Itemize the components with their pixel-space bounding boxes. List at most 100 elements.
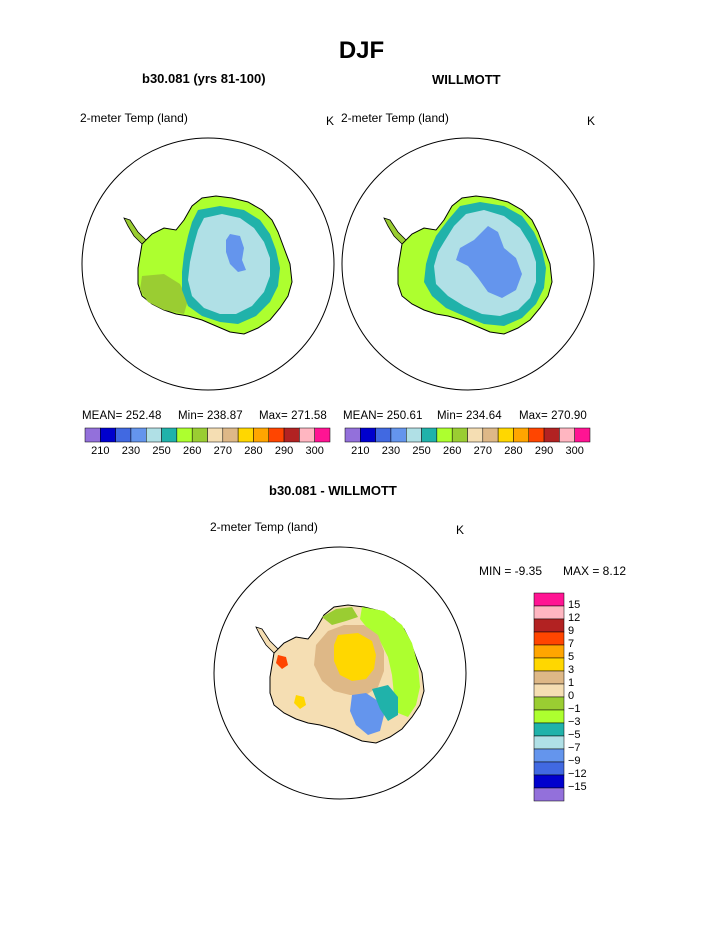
colorbar-swatch [533, 657, 565, 672]
west-antarctica-zone [140, 274, 188, 314]
colorbar-tick-label: 1 [568, 677, 575, 689]
colorbar-tick-label: 0 [568, 690, 575, 702]
coastal-olive-zone [322, 607, 358, 625]
colorbar-tick-label: 15 [568, 599, 581, 611]
map-observed [341, 137, 595, 391]
colorbar-swatch [467, 427, 484, 443]
panel-1-variable: 2-meter Temp (land) [80, 111, 188, 125]
colorbar-swatch [533, 644, 565, 659]
panel-2-variable: 2-meter Temp (land) [341, 111, 449, 125]
colorbar-swatch [283, 427, 300, 443]
colorbar-swatch [161, 427, 178, 443]
panel-1-min: Min= 238.87 [178, 410, 243, 422]
colorbar-tick-label: −5 [568, 729, 581, 741]
peninsula-zone [383, 217, 407, 245]
colorbar-difference [533, 592, 565, 802]
colorbar-swatch [406, 427, 422, 443]
colorbar-swatch [253, 427, 269, 443]
difference-max: MAX = 8.12 [563, 564, 627, 578]
colorbar-tick-label: 12 [568, 612, 581, 624]
colorbar-tick-label: 300 [305, 445, 324, 457]
panel-2-max: Max= 270.90 [519, 410, 587, 422]
warmest-yellow-zone [334, 633, 376, 681]
difference-title: b30.081 - WILLMOTT [269, 483, 397, 498]
figure-title: DJF [338, 37, 385, 64]
colorbar-swatch [421, 427, 438, 443]
colorbar-tick-label: 9 [568, 625, 575, 637]
colorbar-tick-label: 210 [351, 445, 370, 457]
difference-units: K [456, 523, 465, 537]
colorbar-tick-label: −15 [568, 781, 587, 793]
colorbar-swatch [314, 427, 331, 443]
colorbar-swatch [533, 696, 565, 711]
colorbar-swatch [533, 631, 565, 646]
interior-cold-zone [226, 234, 246, 272]
colorbar-swatch [237, 427, 254, 443]
colorbar-tick-label: 230 [381, 445, 401, 457]
colorbar-swatch [533, 735, 565, 750]
colorbar-tick-label: 300 [565, 445, 584, 457]
colorbar-swatch [146, 427, 162, 443]
colorbar-tick-label: 260 [183, 445, 202, 457]
colorbar-swatch [533, 618, 565, 633]
colorbar-swatch [533, 722, 565, 737]
colorbar-swatch [533, 592, 565, 607]
west-yellow-spot [294, 695, 306, 709]
colorbar-tick-label: 3 [568, 664, 575, 676]
colorbar-swatch [436, 427, 453, 443]
colorbar-swatch [268, 427, 285, 443]
colorbar-swatch [533, 774, 565, 789]
cold-teal-zone [372, 685, 398, 721]
colorbar-tick-label: −7 [568, 742, 581, 754]
colorbar-swatch [390, 427, 407, 443]
colorbar-tick-label: 270 [473, 445, 492, 457]
colorbar-tick-label: 5 [568, 651, 575, 663]
colorbar-tick-label: 280 [504, 445, 523, 457]
interior-cold-zone [456, 226, 522, 298]
colorbar-tick-label: 290 [274, 445, 294, 457]
colorbar-swatch [559, 427, 575, 443]
peninsula-zone [123, 217, 147, 245]
colorbar-swatch [451, 427, 468, 443]
colorbar-observed [344, 427, 591, 443]
colorbar-swatch [497, 427, 514, 443]
colorbar-swatch [344, 427, 361, 443]
cold-blue-zone [350, 693, 384, 735]
panel-2-mean: MEAN= 250.61 [343, 410, 423, 422]
peninsula [255, 626, 279, 654]
colorbar-tick-label: −1 [568, 703, 581, 715]
colorbar-tick-label: 7 [568, 638, 575, 650]
colorbar-swatch [543, 427, 560, 443]
colorbar-swatch [222, 427, 239, 443]
difference-variable: 2-meter Temp (land) [210, 520, 318, 534]
map-difference [213, 546, 467, 800]
colorbar-swatch [115, 427, 132, 443]
colorbar-tick-label: −12 [568, 768, 587, 780]
colorbar-swatch [100, 427, 116, 443]
colorbar-tick-label: 270 [213, 445, 232, 457]
panel-1-mean: MEAN= 252.48 [82, 410, 162, 422]
colorbar-swatch [207, 427, 224, 443]
panel-1-max: Max= 271.58 [259, 410, 327, 422]
colorbar-tick-label: 290 [534, 445, 554, 457]
colorbar-swatch [574, 427, 591, 443]
colorbar-swatch [375, 427, 392, 443]
colorbar-tick-label: −9 [568, 755, 581, 767]
colorbar-swatch [528, 427, 545, 443]
colorbar-swatch [84, 427, 101, 443]
colorbar-tick-label: 210 [91, 445, 110, 457]
colorbar-swatch [130, 427, 147, 443]
colorbar-swatch [191, 427, 208, 443]
colorbar-swatch [533, 709, 565, 724]
panel-2-min: Min= 234.64 [437, 410, 502, 422]
colorbar-swatch [533, 605, 565, 620]
colorbar-swatch [533, 787, 565, 802]
panel-1-title: b30.081 (yrs 81-100) [142, 71, 266, 86]
colorbar-tick-label: 250 [152, 445, 171, 457]
colorbar-tick-label: 250 [412, 445, 431, 457]
colorbar-swatch [299, 427, 315, 443]
peninsula-warm-spot [276, 655, 288, 669]
colorbar-model [84, 427, 331, 443]
colorbar-swatch [176, 427, 193, 443]
colorbar-tick-label: 230 [121, 445, 141, 457]
